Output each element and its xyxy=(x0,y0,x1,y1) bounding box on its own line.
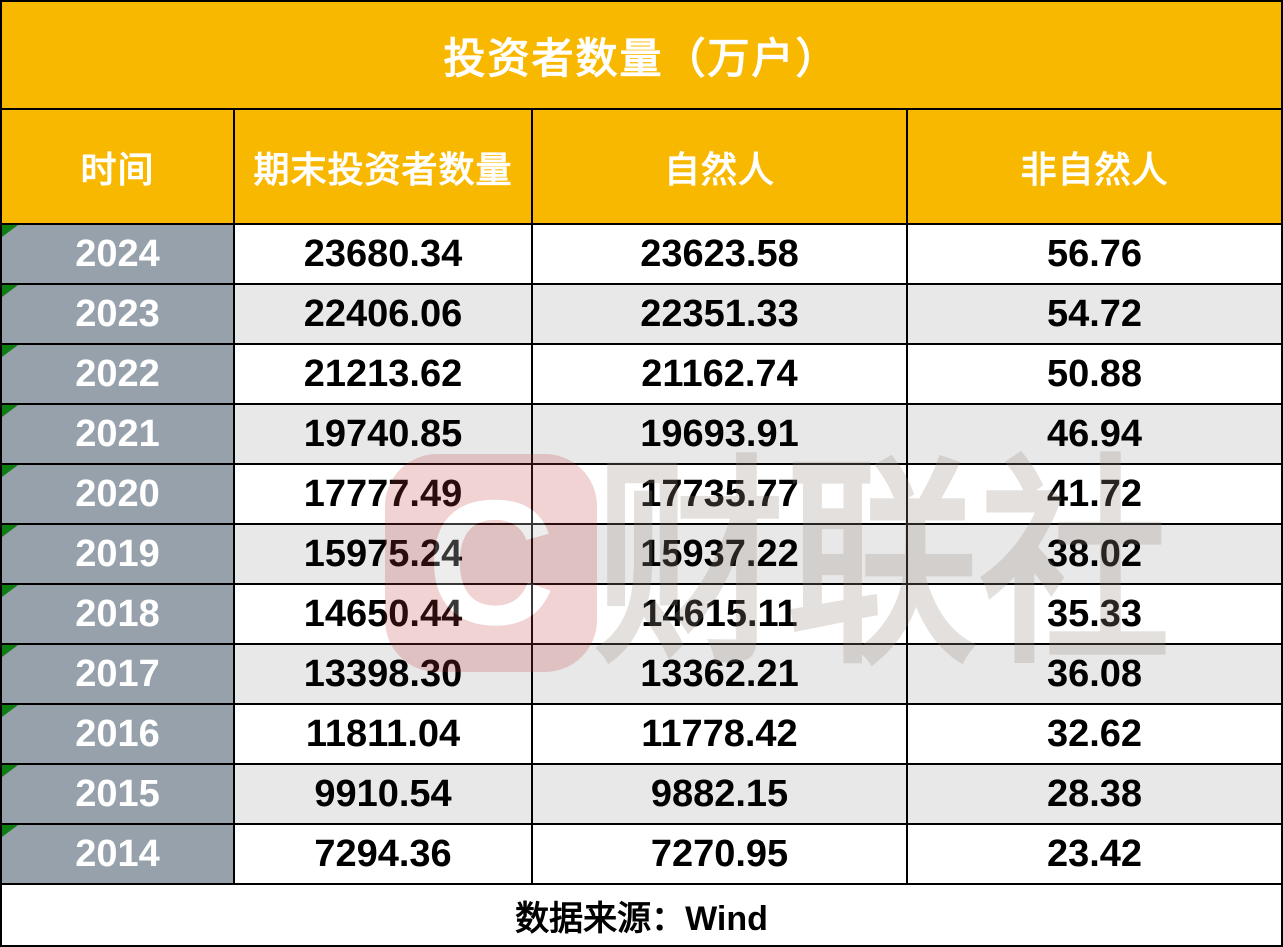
corner-marker-icon xyxy=(2,225,18,237)
year-label: 2020 xyxy=(75,472,160,515)
year-label: 2023 xyxy=(75,292,160,335)
value-cell-natural: 9882.15 xyxy=(533,765,908,825)
year-label: 2019 xyxy=(75,532,160,575)
year-cell: 2018 xyxy=(2,585,235,645)
year-label: 2018 xyxy=(75,592,160,635)
value-cell-natural: 7270.95 xyxy=(533,825,908,885)
year-cell: 2021 xyxy=(2,405,235,465)
value-cell-total: 19740.85 xyxy=(235,405,533,465)
value-cell-total: 11811.04 xyxy=(235,705,533,765)
year-label: 2022 xyxy=(75,352,160,395)
value-cell-total: 22406.06 xyxy=(235,285,533,345)
corner-marker-icon xyxy=(2,465,18,477)
value-cell-natural: 21162.74 xyxy=(533,345,908,405)
value-cell-total: 23680.34 xyxy=(235,225,533,285)
year-cell: 2022 xyxy=(2,345,235,405)
year-cell: 2014 xyxy=(2,825,235,885)
table-title: 投资者数量（万户） xyxy=(2,2,1281,110)
corner-marker-icon xyxy=(2,765,18,777)
value-cell-natural: 15937.22 xyxy=(533,525,908,585)
year-label: 2015 xyxy=(75,772,160,815)
column-header-natural-persons: 自然人 xyxy=(533,110,908,225)
value-cell-non-natural: 41.72 xyxy=(908,465,1281,525)
year-cell: 2019 xyxy=(2,525,235,585)
year-label: 2014 xyxy=(75,832,160,875)
value-cell-total: 21213.62 xyxy=(235,345,533,405)
value-cell-total: 9910.54 xyxy=(235,765,533,825)
value-cell-natural: 23623.58 xyxy=(533,225,908,285)
value-cell-total: 15975.24 xyxy=(235,525,533,585)
source-note: 数据来源：Wind xyxy=(2,885,1281,945)
value-cell-non-natural: 32.62 xyxy=(908,705,1281,765)
year-cell: 2024 xyxy=(2,225,235,285)
year-label: 2017 xyxy=(75,652,160,695)
value-cell-total: 17777.49 xyxy=(235,465,533,525)
value-cell-total: 14650.44 xyxy=(235,585,533,645)
corner-marker-icon xyxy=(2,525,18,537)
value-cell-non-natural: 35.33 xyxy=(908,585,1281,645)
corner-marker-icon xyxy=(2,405,18,417)
value-cell-non-natural: 38.02 xyxy=(908,525,1281,585)
value-cell-natural: 11778.42 xyxy=(533,705,908,765)
value-cell-natural: 19693.91 xyxy=(533,405,908,465)
value-cell-non-natural: 50.88 xyxy=(908,345,1281,405)
corner-marker-icon xyxy=(2,285,18,297)
value-cell-non-natural: 36.08 xyxy=(908,645,1281,705)
value-cell-natural: 14615.11 xyxy=(533,585,908,645)
corner-marker-icon xyxy=(2,645,18,657)
corner-marker-icon xyxy=(2,345,18,357)
value-cell-total: 7294.36 xyxy=(235,825,533,885)
year-cell: 2016 xyxy=(2,705,235,765)
year-label: 2016 xyxy=(75,712,160,755)
year-cell: 2015 xyxy=(2,765,235,825)
value-cell-non-natural: 54.72 xyxy=(908,285,1281,345)
year-label: 2024 xyxy=(75,232,160,275)
year-cell: 2017 xyxy=(2,645,235,705)
value-cell-natural: 22351.33 xyxy=(533,285,908,345)
value-cell-natural: 17735.77 xyxy=(533,465,908,525)
value-cell-total: 13398.30 xyxy=(235,645,533,705)
value-cell-non-natural: 23.42 xyxy=(908,825,1281,885)
column-header-non-natural-persons: 非自然人 xyxy=(908,110,1281,225)
value-cell-non-natural: 28.38 xyxy=(908,765,1281,825)
corner-marker-icon xyxy=(2,705,18,717)
column-header-total-investors: 期末投资者数量 xyxy=(235,110,533,225)
value-cell-natural: 13362.21 xyxy=(533,645,908,705)
year-label: 2021 xyxy=(75,412,160,455)
value-cell-non-natural: 46.94 xyxy=(908,405,1281,465)
corner-marker-icon xyxy=(2,825,18,837)
year-cell: 2020 xyxy=(2,465,235,525)
year-cell: 2023 xyxy=(2,285,235,345)
column-header-time: 时间 xyxy=(2,110,235,225)
corner-marker-icon xyxy=(2,585,18,597)
value-cell-non-natural: 56.76 xyxy=(908,225,1281,285)
